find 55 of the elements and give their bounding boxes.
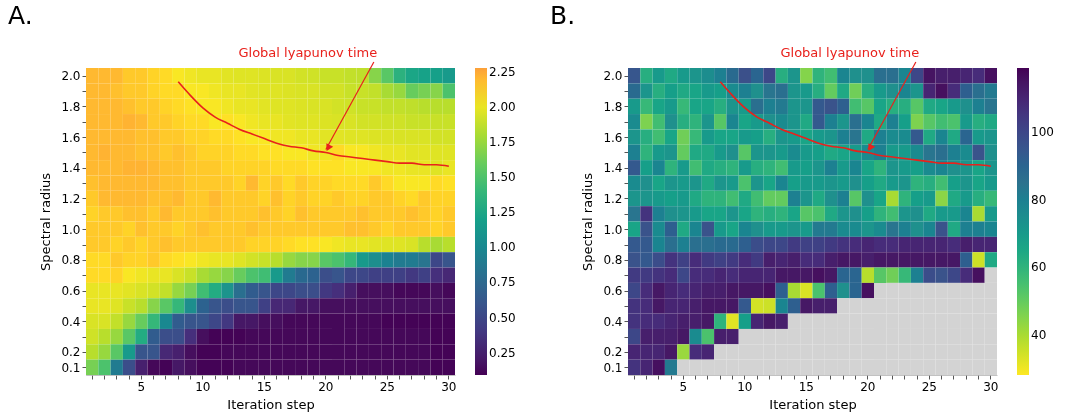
color-bar-label: 80 <box>1031 192 1047 207</box>
y-tick-label: 1.2 <box>61 191 81 206</box>
annotation: Global lyapunov time <box>238 45 378 60</box>
y-axis-title: Spectral radius <box>580 172 596 271</box>
y-tick-label: 1.6 <box>603 130 623 145</box>
y-tick-label: 1.8 <box>61 99 81 114</box>
color-bar-label: 40 <box>1031 327 1047 342</box>
y-tick-label: 0.6 <box>603 284 623 299</box>
x-tick-label: 10 <box>195 379 211 394</box>
y-tick-label: 1.4 <box>603 161 623 176</box>
x-tick-label: 30 <box>983 379 999 394</box>
chart-title: B. <box>550 1 576 30</box>
color-bar-label: 1.75 <box>489 135 516 150</box>
color-bar-label: 0.75 <box>489 275 516 290</box>
y-tick-label: 1.8 <box>603 99 623 114</box>
y-tick-label: 0.8 <box>61 253 81 268</box>
x-tick-label: 20 <box>860 379 876 394</box>
x-tick-label: 25 <box>921 379 937 394</box>
y-tick-label: 2.0 <box>603 69 623 84</box>
y-tick-label: 1.0 <box>61 222 81 237</box>
x-tick-label: 25 <box>379 379 395 394</box>
x-tick-label: 15 <box>798 379 814 394</box>
x-tick-label: 5 <box>137 379 146 394</box>
x-tick-label: 5 <box>679 379 688 394</box>
annotation: Global lyapunov time <box>780 45 920 60</box>
y-axis-title: Spectral radius <box>38 172 54 271</box>
y-tick-label: 0.4 <box>603 314 623 329</box>
color-bar-label: 0.50 <box>489 310 516 325</box>
y-tick-label: 2.0 <box>61 69 81 84</box>
x-axis-title: Iteration step <box>227 396 315 412</box>
color-bar-label: 100 <box>1031 125 1054 140</box>
color-bar-label: 1.25 <box>489 205 516 220</box>
y-tick-label: 0.1 <box>61 360 81 375</box>
x-tick-label: 15 <box>256 379 272 394</box>
y-tick-label: 1.0 <box>603 222 623 237</box>
y-tick-label: 0.1 <box>603 360 623 375</box>
y-tick-label: 1.6 <box>61 130 81 145</box>
y-tick-label: 1.4 <box>61 161 81 176</box>
y-tick-label: 0.2 <box>603 345 623 360</box>
y-tick-label: 0.6 <box>61 284 81 299</box>
color-bar-label: 0.25 <box>489 345 516 360</box>
color-bar-label: 60 <box>1031 260 1047 275</box>
y-tick-label: 0.4 <box>61 314 81 329</box>
x-tick-label: 30 <box>441 379 457 394</box>
x-axis-title: Iteration step <box>769 396 857 412</box>
color-bar-label: 1.00 <box>489 240 516 255</box>
x-tick-label: 10 <box>737 379 753 394</box>
y-tick-label: 0.8 <box>603 253 623 268</box>
color-bar-label: 2.25 <box>489 65 516 80</box>
y-tick-label: 1.2 <box>603 191 623 206</box>
color-bar-label: 1.50 <box>489 170 516 185</box>
x-tick-label: 20 <box>318 379 334 394</box>
color-bar-label: 2.00 <box>489 100 516 115</box>
y-tick-label: 0.2 <box>61 345 81 360</box>
chart-title: A. <box>8 1 33 30</box>
